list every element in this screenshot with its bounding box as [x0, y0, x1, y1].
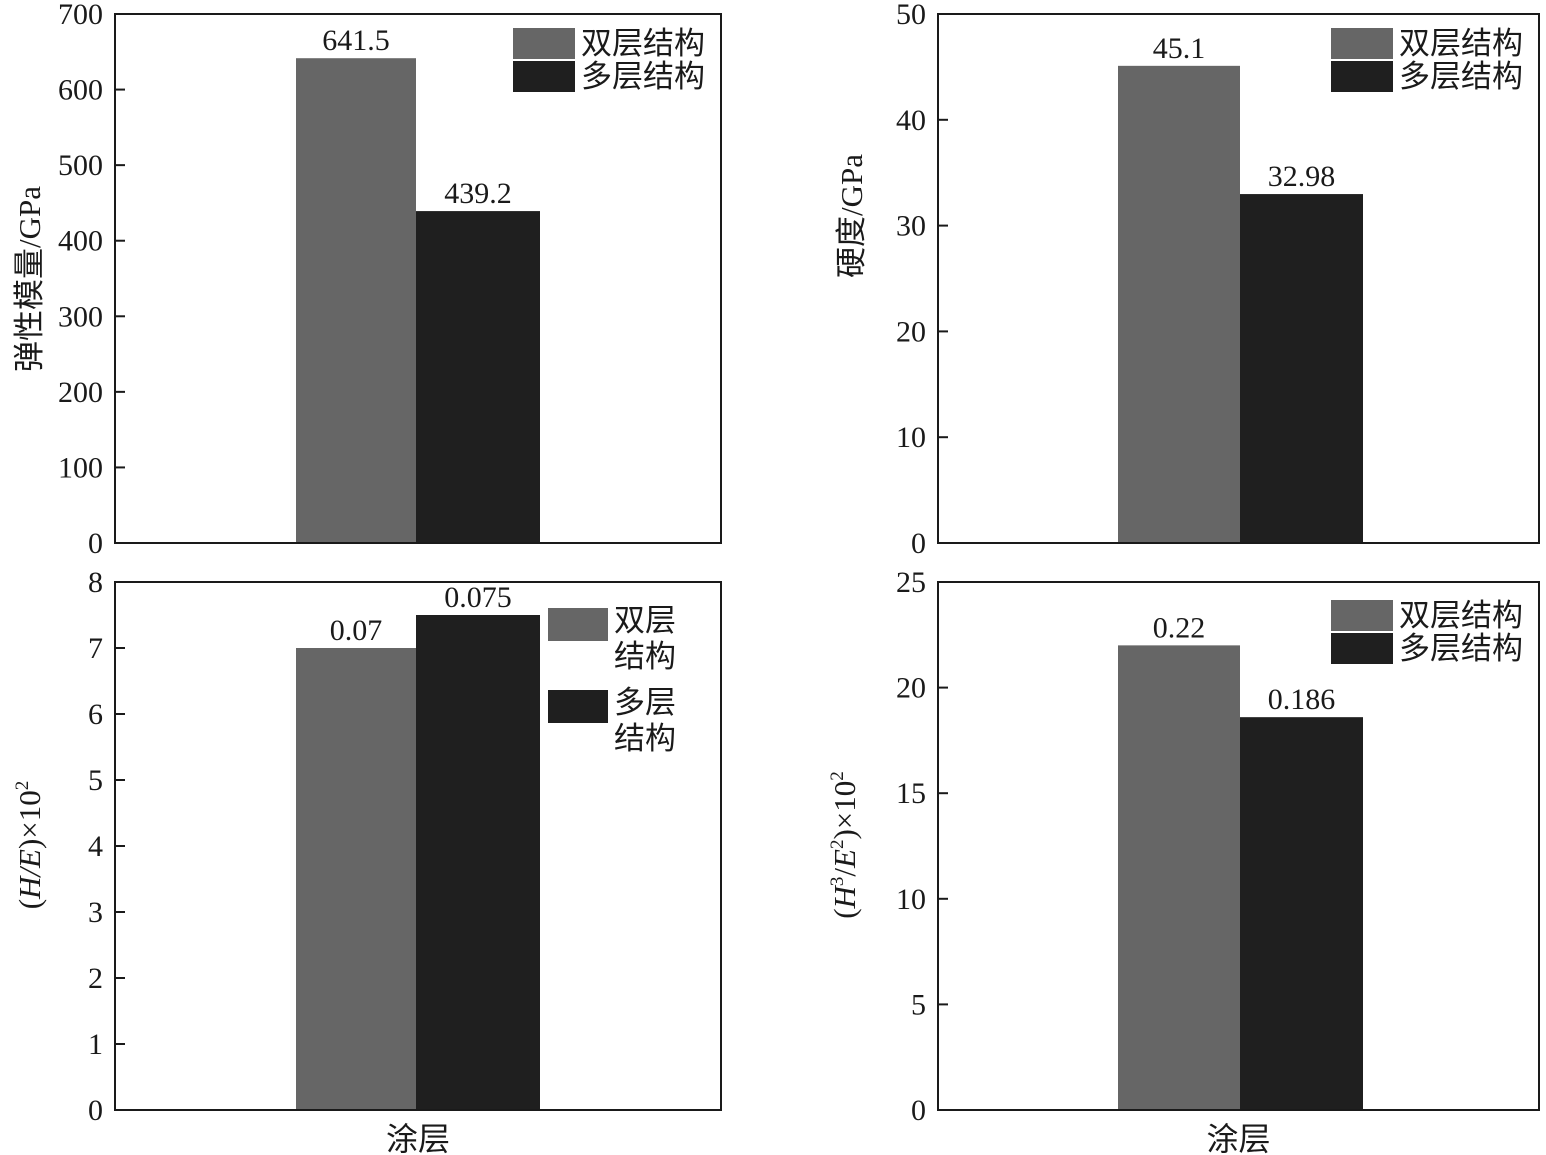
y-tick-label: 300: [58, 300, 103, 333]
legend-label: 结构: [614, 639, 676, 674]
y-tick-label: 15: [896, 777, 926, 810]
y-tick-label: 6: [88, 698, 103, 731]
legend-swatch: [1331, 633, 1393, 664]
data-label: 45.1: [1153, 32, 1206, 65]
y-tick-label: 600: [58, 74, 103, 107]
y-tick-label: 25: [896, 566, 926, 599]
y-tick-label: 3: [88, 896, 103, 929]
legend-label: 结构: [614, 721, 676, 756]
x-axis-title: 涂层: [1206, 1121, 1270, 1155]
bar-multi-layer: [1240, 194, 1363, 543]
y-tick-label: 7: [88, 632, 103, 665]
legend-label: 多层结构: [1399, 631, 1523, 666]
y-tick-label: 8: [88, 566, 103, 599]
y-tick-label: 30: [896, 210, 926, 243]
legend-label: 多层: [614, 685, 676, 720]
data-label: 0.075: [444, 581, 512, 614]
y-tick-label: 500: [58, 149, 103, 182]
y-tick-label: 40: [896, 104, 926, 137]
legend-swatch: [548, 690, 608, 723]
plot-frame: [937, 13, 1540, 544]
y-tick-label: 20: [896, 672, 926, 705]
bar-multi-layer: [416, 615, 540, 1110]
y-tick-label: 4: [88, 830, 103, 863]
legend-label: 双层结构: [1399, 598, 1523, 633]
legend-label: 双层: [614, 603, 676, 638]
y-axis-title: (H/E)×102: [12, 781, 47, 910]
legend-swatch: [548, 608, 608, 641]
y-tick-label: 700: [58, 0, 103, 31]
chart-panel-1: 641.5 439.2 0 100 200 300 400 500 600 700 双层结构多层结构…: [12, 0, 722, 560]
legend-swatch: [1331, 600, 1393, 631]
y-axis-title: 弹性模量/GPa: [12, 186, 47, 372]
bar-double-layer: [1118, 645, 1240, 1110]
plot-frame: [937, 581, 1540, 1111]
data-label: 439.2: [444, 177, 512, 210]
data-label: 641.5: [322, 24, 390, 57]
legend-swatch: [513, 28, 575, 59]
y-tick-label: 0: [88, 1094, 103, 1127]
y-tick-label: 0: [911, 527, 926, 560]
y-tick-label: 2: [88, 962, 103, 995]
legend-label: 多层结构: [581, 59, 705, 94]
y-tick-label: 50: [896, 0, 926, 31]
legend-swatch: [1331, 61, 1393, 92]
y-tick-label: 20: [896, 315, 926, 348]
y-tick-label: 200: [58, 376, 103, 409]
y-tick-label: 0: [911, 1094, 926, 1127]
data-label: 0.22: [1153, 611, 1206, 644]
legend-swatch: [513, 61, 575, 92]
bar-double-layer: [1118, 65, 1240, 543]
bar-multi-layer: [1240, 717, 1363, 1110]
bar-double-layer: [296, 648, 416, 1110]
y-tick-label: 0: [88, 527, 103, 560]
plot-frame: [114, 13, 722, 544]
data-label: 0.186: [1268, 683, 1336, 716]
legend-label: 双层结构: [581, 26, 705, 61]
y-tick-label: 10: [896, 883, 926, 916]
bar-multi-layer: [416, 211, 540, 544]
y-tick-label: 5: [911, 988, 926, 1021]
y-tick-label: 100: [58, 451, 103, 484]
y-tick-label: 400: [58, 225, 103, 258]
y-tick-label: 5: [88, 764, 103, 797]
y-tick-label: 1: [88, 1028, 103, 1061]
legend-label: 多层结构: [1399, 59, 1523, 94]
data-label: 32.98: [1268, 160, 1336, 193]
y-axis-title: (H3/E2)×102: [827, 771, 862, 919]
legend-label: 双层结构: [1399, 26, 1523, 61]
data-label: 0.07: [330, 614, 383, 647]
legend-swatch: [1331, 28, 1393, 59]
y-axis-title: 硬度/GPa: [834, 154, 869, 278]
x-axis-title: 涂层: [386, 1121, 450, 1155]
y-tick-label: 10: [896, 421, 926, 454]
bar-double-layer: [296, 58, 416, 543]
